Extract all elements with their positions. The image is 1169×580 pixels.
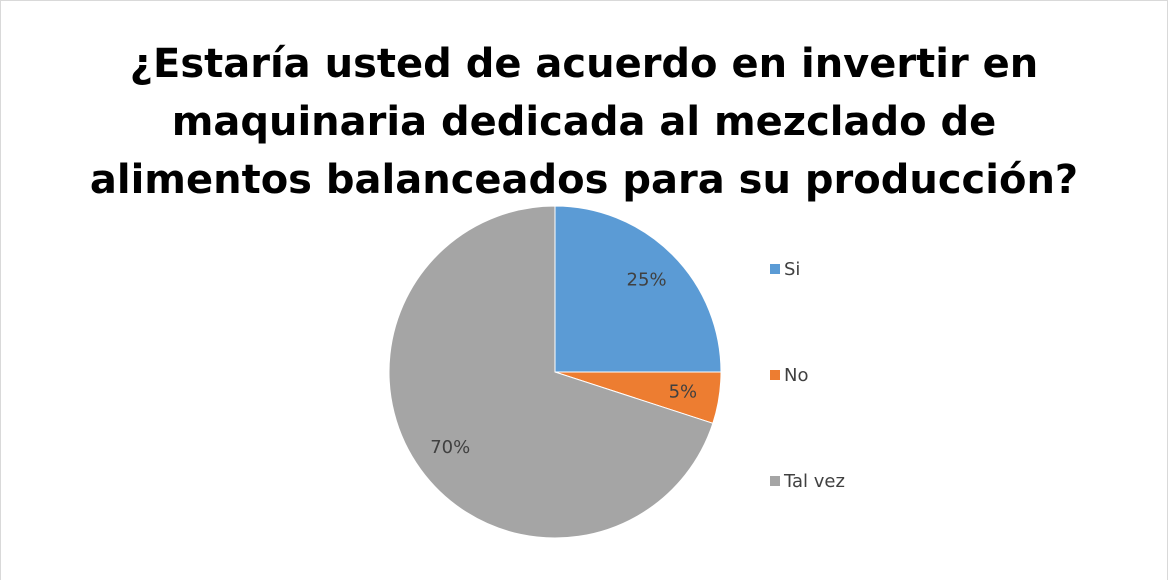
legend-label: No (784, 365, 808, 386)
legend-swatch (770, 476, 780, 486)
pie-slice (388, 205, 714, 539)
data-label: 70% (430, 437, 470, 458)
legend-label: Si (784, 259, 800, 280)
pie-slice (554, 205, 722, 373)
data-label: 5% (669, 381, 698, 402)
legend-swatch (770, 264, 780, 274)
chart-title: alimentos balanceados para su producción… (90, 157, 1078, 203)
chart-title: ¿Estaría usted de acuerdo en invertir en (130, 41, 1038, 87)
chart-title: maquinaria dedicada al mezclado de (172, 99, 997, 145)
legend-label: Tal vez (783, 471, 845, 492)
legend-swatch (770, 370, 780, 380)
data-label: 25% (627, 269, 667, 290)
